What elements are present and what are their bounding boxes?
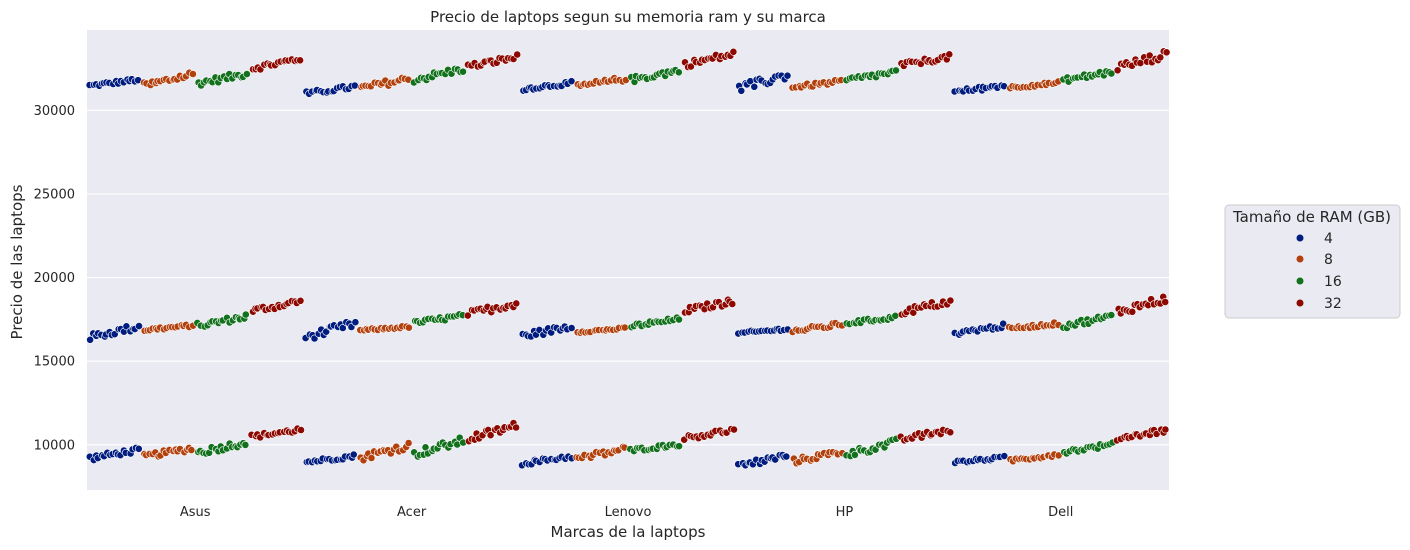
y-tick-labels: 10000 15000 20000 25000 30000 <box>34 104 75 454</box>
y-tick-label: 20000 <box>34 271 75 286</box>
legend-entry-32: 32 <box>1296 296 1342 312</box>
legend-marker <box>1296 255 1304 263</box>
data-point <box>728 300 737 308</box>
gridlines <box>87 109 1169 446</box>
data-point <box>404 439 413 447</box>
data-point <box>729 47 738 56</box>
x-tick-label: Asus <box>180 505 211 520</box>
data-point <box>486 431 495 440</box>
legend-marker <box>1296 277 1304 285</box>
data-point <box>297 426 305 434</box>
data-point <box>892 66 900 75</box>
data-point <box>463 311 472 320</box>
data-point <box>621 323 629 332</box>
data-point <box>675 315 683 324</box>
x-tick-label: Dell <box>1048 505 1073 520</box>
data-point <box>351 318 360 327</box>
chart-title: Precio de laptops segun su memoria ram y… <box>430 8 826 26</box>
data-point <box>1161 298 1170 306</box>
y-tick-label: 10000 <box>34 438 75 453</box>
y-tick-label: 25000 <box>34 187 75 202</box>
data-point <box>86 335 94 344</box>
x-tick-label: Acer <box>397 505 427 520</box>
legend-label: 32 <box>1324 296 1342 312</box>
data-point <box>851 450 859 459</box>
data-point <box>242 70 251 78</box>
data-point <box>349 450 358 459</box>
x-tick-labels: Asus Acer Lenovo HP Dell <box>180 505 1074 520</box>
data-point <box>730 425 738 434</box>
legend-label: 4 <box>1324 231 1333 247</box>
data-point <box>187 446 196 454</box>
data-point <box>674 68 683 77</box>
legend-box <box>1224 204 1401 319</box>
data-point <box>1000 452 1009 460</box>
data-point <box>135 322 143 330</box>
data-point <box>737 86 746 95</box>
data-point <box>1107 69 1116 78</box>
data-point <box>1161 425 1170 434</box>
data-point <box>296 296 305 305</box>
data-point <box>459 67 467 76</box>
data-point <box>296 56 304 65</box>
data-point <box>338 324 347 332</box>
data-point <box>404 323 413 332</box>
data-point <box>1113 66 1122 75</box>
data-point <box>188 70 197 78</box>
data-point <box>350 81 359 90</box>
data-point <box>750 82 759 91</box>
data-point <box>241 310 250 319</box>
y-axis-label: Precio de las laptops <box>8 184 26 339</box>
legend-entry-8: 8 <box>1296 252 1333 268</box>
plot-area <box>87 30 1169 490</box>
data-point <box>567 324 576 332</box>
data-point <box>1128 307 1137 316</box>
data-point <box>134 444 143 453</box>
legend-marker <box>1296 299 1304 307</box>
data-points <box>85 47 1171 470</box>
data-point <box>1107 311 1116 319</box>
legend-title: Tamaño de RAM (GB) <box>1232 208 1391 226</box>
data-point <box>675 442 683 451</box>
legend-entry-4: 4 <box>1296 231 1333 247</box>
legend-entry-16: 16 <box>1296 274 1342 290</box>
legend: Tamaño de RAM (GB) 4 8 16 32 <box>1224 204 1401 319</box>
data-point <box>891 311 900 320</box>
y-tick-label: 30000 <box>34 104 75 119</box>
data-point <box>1156 53 1165 62</box>
x-tick-label: Lenovo <box>605 505 652 520</box>
data-point <box>512 423 520 432</box>
data-point <box>367 454 376 462</box>
legend-label: 16 <box>1324 274 1342 290</box>
data-point <box>783 71 792 80</box>
data-point <box>945 50 954 59</box>
data-point <box>946 296 955 305</box>
data-point <box>567 77 576 86</box>
legend-label: 8 <box>1324 252 1333 268</box>
data-point <box>782 452 791 461</box>
x-tick-label: HP <box>836 505 854 520</box>
data-point <box>1162 48 1171 57</box>
y-tick-label: 15000 <box>34 355 75 370</box>
data-point <box>513 50 522 59</box>
data-point <box>512 299 521 308</box>
legend-marker <box>1296 234 1304 242</box>
data-point <box>946 428 955 437</box>
data-point <box>687 62 695 71</box>
x-axis-label: Marcas de la laptops <box>551 523 706 541</box>
data-point <box>999 319 1008 328</box>
data-point <box>241 440 250 449</box>
